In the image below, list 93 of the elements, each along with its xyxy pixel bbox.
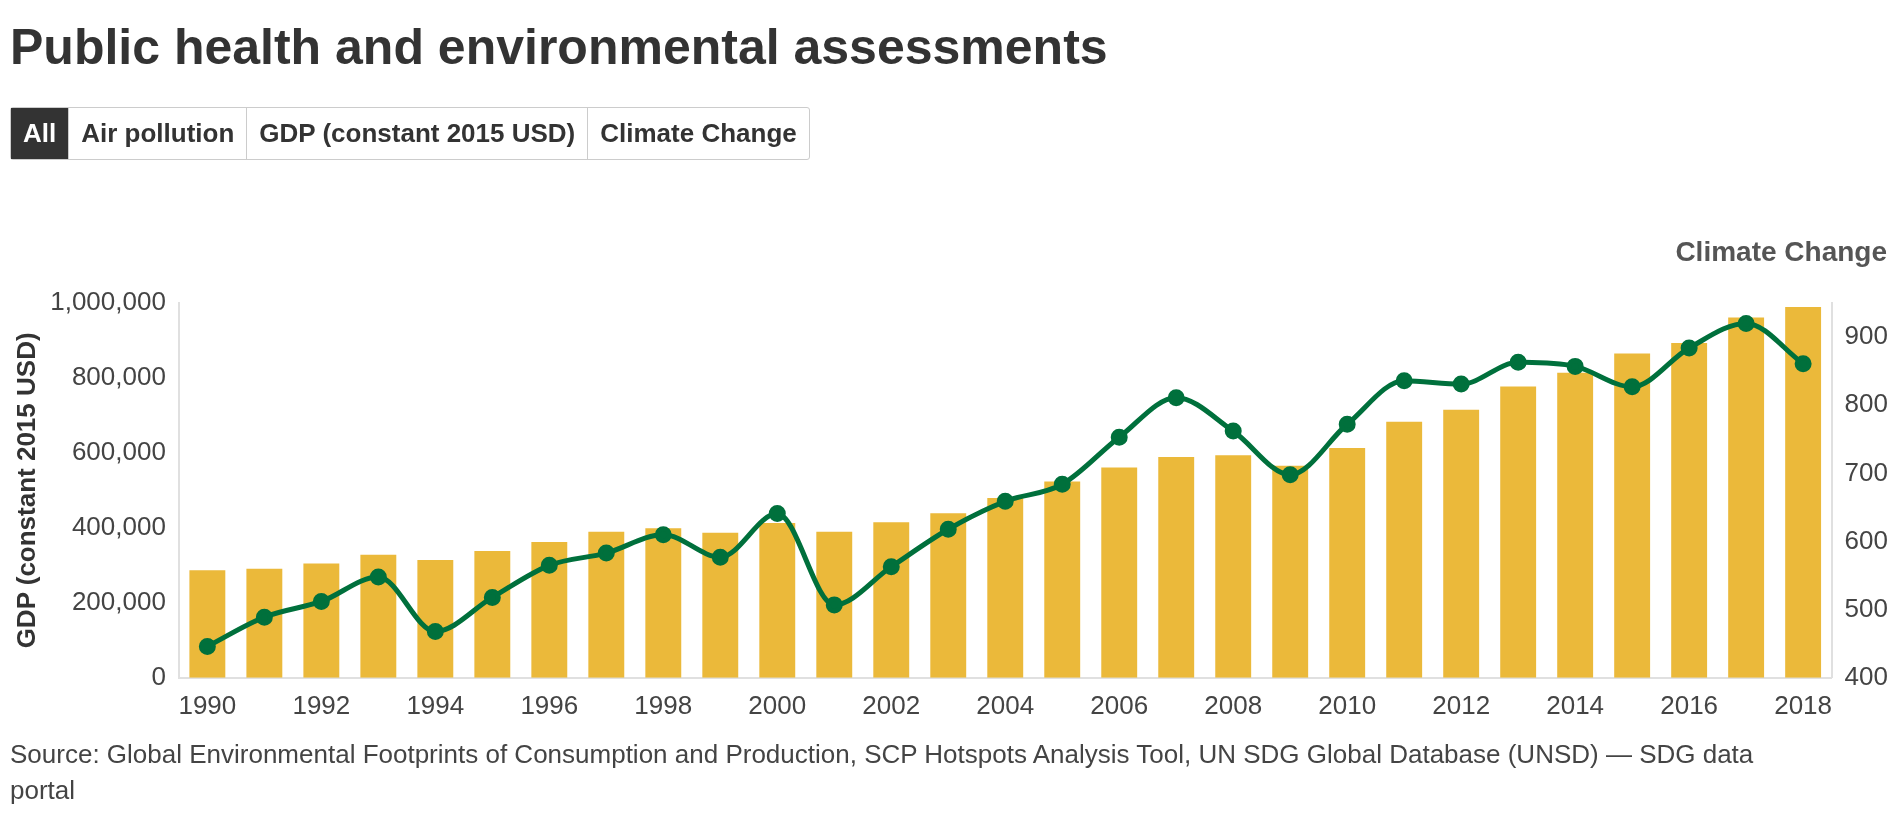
point bbox=[1509, 353, 1527, 371]
bar bbox=[417, 560, 454, 678]
text: GDP (constant 2015 USD) bbox=[246, 108, 588, 159]
x-tick-label: 2014 bbox=[1546, 689, 1605, 720]
point bbox=[1452, 375, 1470, 393]
bar bbox=[1671, 343, 1708, 678]
point bbox=[1224, 422, 1242, 440]
point bbox=[483, 588, 501, 606]
bar bbox=[246, 568, 283, 678]
x-tick-label: 2008 bbox=[1204, 689, 1263, 720]
point bbox=[1110, 428, 1128, 446]
bar bbox=[1272, 465, 1309, 678]
y2-axis-title: Climate Change bbox=[1675, 236, 1887, 268]
point bbox=[996, 492, 1014, 510]
y-tick-label: 0 bbox=[151, 660, 166, 691]
point bbox=[1737, 314, 1755, 332]
bar bbox=[1728, 317, 1765, 678]
bar bbox=[1614, 353, 1651, 678]
bar bbox=[1557, 372, 1594, 678]
point bbox=[825, 596, 843, 614]
bar bbox=[987, 497, 1024, 678]
bar bbox=[1785, 307, 1822, 678]
x-tick-label: 2000 bbox=[748, 689, 807, 720]
bar bbox=[189, 570, 226, 678]
y2-tick-label: 400 bbox=[1844, 660, 1889, 691]
bar bbox=[1101, 467, 1138, 678]
x-tick-label: 1994 bbox=[406, 689, 465, 720]
point bbox=[882, 558, 900, 576]
bar bbox=[1386, 421, 1423, 678]
bar bbox=[873, 522, 910, 678]
y-tick-label: 1,000,000 bbox=[50, 286, 166, 317]
x-tick-label: 1998 bbox=[634, 689, 693, 720]
y2-tick-label: 700 bbox=[1844, 456, 1889, 487]
x-tick-label: 2002 bbox=[862, 689, 921, 720]
point bbox=[939, 520, 957, 538]
text: All bbox=[11, 108, 69, 159]
point bbox=[255, 608, 273, 626]
x-tick-label: 2012 bbox=[1432, 689, 1491, 720]
point bbox=[1395, 372, 1413, 390]
bar bbox=[360, 554, 397, 678]
point bbox=[768, 505, 786, 523]
point bbox=[1338, 415, 1356, 433]
point bbox=[540, 556, 558, 574]
point bbox=[426, 622, 444, 640]
bar bbox=[702, 532, 739, 678]
point bbox=[1167, 389, 1185, 407]
point bbox=[369, 568, 387, 586]
bar bbox=[303, 563, 340, 678]
y2-tick-label: 500 bbox=[1844, 592, 1889, 623]
bar bbox=[1443, 409, 1480, 678]
bar bbox=[1500, 386, 1537, 678]
bar bbox=[588, 531, 625, 678]
text: Air pollution bbox=[68, 108, 247, 159]
point bbox=[597, 544, 615, 562]
point bbox=[1053, 475, 1071, 493]
y-tick-label: 600,000 bbox=[71, 436, 166, 467]
bar bbox=[645, 528, 682, 678]
bar bbox=[1044, 481, 1081, 678]
x-tick-label: 2016 bbox=[1660, 689, 1719, 720]
point bbox=[198, 637, 216, 655]
point bbox=[654, 526, 672, 544]
point bbox=[312, 592, 330, 610]
bar bbox=[759, 523, 796, 678]
text: Climate Change bbox=[587, 108, 809, 159]
y-tick-label: 400,000 bbox=[71, 511, 166, 542]
point bbox=[1623, 378, 1641, 396]
y2-tick-label: 900 bbox=[1844, 320, 1889, 351]
x-tick-label: 2018 bbox=[1774, 689, 1833, 720]
x-tick-label: 1992 bbox=[292, 689, 351, 720]
bar bbox=[816, 531, 853, 678]
bar bbox=[1215, 455, 1252, 678]
y2-tick-label: 800 bbox=[1844, 388, 1889, 419]
x-tick-label: 1996 bbox=[520, 689, 579, 720]
bar bbox=[1158, 457, 1195, 678]
bar bbox=[1329, 448, 1366, 678]
y-tick-label: 200,000 bbox=[71, 586, 166, 617]
x-tick-label: 2006 bbox=[1090, 689, 1149, 720]
x-tick-label: 2004 bbox=[976, 689, 1035, 720]
point bbox=[711, 548, 729, 566]
bar bbox=[531, 542, 568, 678]
bar bbox=[930, 513, 967, 678]
y-tick-label: 800,000 bbox=[71, 361, 166, 392]
y2-tick-label: 600 bbox=[1844, 524, 1889, 555]
x-tick-label: 1990 bbox=[178, 689, 237, 720]
chart-title: Public health and environmental assessments bbox=[10, 18, 1108, 76]
point bbox=[1566, 357, 1584, 375]
point bbox=[1794, 355, 1812, 373]
y-axis-title: GDP (constant 2015 USD) bbox=[10, 332, 41, 649]
bar bbox=[474, 551, 511, 678]
x-tick-label: 2010 bbox=[1318, 689, 1377, 720]
source-note: Source: Global Environmental Footprints of Consumption and Production, SCP Hotspots Analysis Tool, UN SDG Global Database (UNSD) — SDG data portal bbox=[10, 738, 1755, 807]
point bbox=[1281, 466, 1299, 484]
point bbox=[1680, 339, 1698, 357]
